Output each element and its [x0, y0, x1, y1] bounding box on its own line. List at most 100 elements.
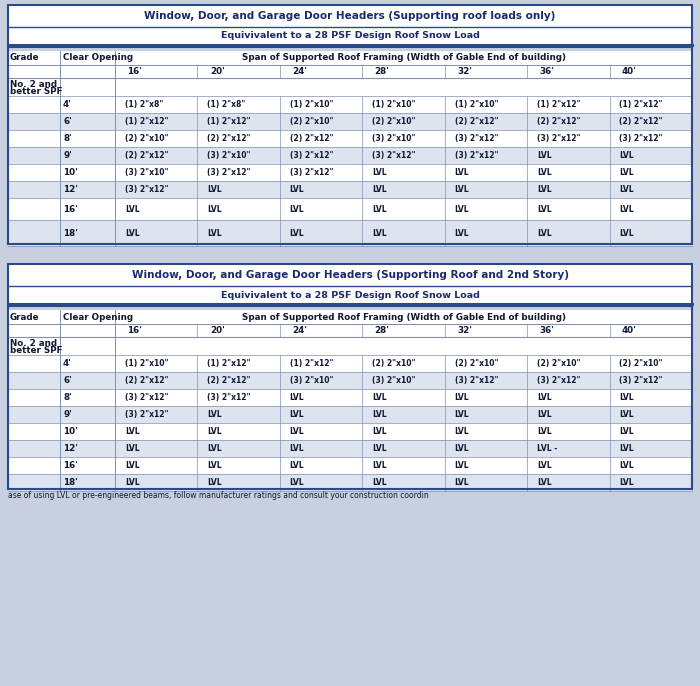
Text: 18': 18': [63, 478, 78, 487]
Text: (2) 2"x12": (2) 2"x12": [454, 117, 498, 126]
Text: LVL: LVL: [454, 168, 469, 177]
Text: 20': 20': [210, 326, 225, 335]
Text: (1) 2"x12": (1) 2"x12": [207, 117, 251, 126]
Text: LVL: LVL: [372, 204, 387, 213]
Text: LVL: LVL: [125, 444, 139, 453]
Text: 24': 24': [292, 326, 307, 335]
Text: (2) 2"x10": (2) 2"x10": [125, 134, 169, 143]
Text: 28': 28': [374, 326, 389, 335]
Bar: [8, 51, 692, 65]
Text: LVL: LVL: [207, 410, 222, 419]
Text: (3) 2"x12": (3) 2"x12": [620, 134, 663, 143]
Text: LVL: LVL: [537, 168, 552, 177]
Text: (2) 2"x10": (2) 2"x10": [620, 359, 663, 368]
Text: Clear Opening: Clear Opening: [63, 313, 133, 322]
Text: 16': 16': [127, 326, 142, 335]
Text: (3) 2"x12": (3) 2"x12": [290, 151, 333, 160]
Text: LVL: LVL: [537, 461, 552, 470]
Bar: [8, 181, 692, 198]
Text: LVL: LVL: [372, 168, 387, 177]
Text: (1) 2"x12": (1) 2"x12": [290, 359, 333, 368]
Text: Span of Supported Roof Framing (Width of Gable End of building): Span of Supported Roof Framing (Width of…: [241, 313, 566, 322]
Text: LVL: LVL: [454, 228, 469, 237]
Text: Window, Door, and Garage Door Headers (Supporting roof loads only): Window, Door, and Garage Door Headers (S…: [144, 11, 556, 21]
Text: (1) 2"x12": (1) 2"x12": [620, 100, 663, 109]
Bar: [8, 130, 692, 147]
Text: (1) 2"x8": (1) 2"x8": [125, 100, 163, 109]
Text: (3) 2"x12": (3) 2"x12": [290, 168, 333, 177]
Text: LVL: LVL: [454, 461, 469, 470]
Bar: [8, 406, 692, 423]
Text: LVL: LVL: [620, 185, 634, 194]
Bar: [8, 264, 692, 286]
Text: 20': 20': [210, 67, 225, 76]
Bar: [8, 164, 692, 181]
Text: LVL: LVL: [290, 393, 304, 402]
Text: 12': 12': [63, 444, 78, 453]
Text: 40': 40': [622, 67, 637, 76]
Text: (3) 2"x12": (3) 2"x12": [454, 151, 498, 160]
Text: (2) 2"x10": (2) 2"x10": [372, 359, 416, 368]
Text: LVL: LVL: [537, 204, 552, 213]
Text: LVL: LVL: [290, 444, 304, 453]
Text: LVL: LVL: [620, 461, 634, 470]
Text: LVL: LVL: [372, 444, 387, 453]
Text: 4': 4': [63, 359, 72, 368]
Text: (3) 2"x12": (3) 2"x12": [207, 168, 251, 177]
Bar: [8, 65, 692, 78]
Text: (1) 2"x10": (1) 2"x10": [290, 100, 333, 109]
Bar: [8, 264, 692, 489]
Text: (3) 2"x12": (3) 2"x12": [454, 134, 498, 143]
Bar: [8, 5, 692, 27]
Text: LVL: LVL: [372, 393, 387, 402]
Text: LVL: LVL: [537, 228, 552, 237]
Text: LVL: LVL: [125, 461, 139, 470]
Bar: [8, 113, 692, 130]
Bar: [8, 310, 692, 324]
Text: (3) 2"x12": (3) 2"x12": [125, 393, 169, 402]
Bar: [8, 27, 692, 45]
Text: LVL: LVL: [454, 393, 469, 402]
Text: 16': 16': [63, 461, 78, 470]
Text: 10': 10': [63, 427, 78, 436]
Text: (3) 2"x10": (3) 2"x10": [372, 376, 416, 385]
Bar: [8, 474, 692, 491]
Text: 18': 18': [63, 228, 78, 237]
Text: LVL: LVL: [125, 478, 139, 487]
Text: 36': 36': [540, 326, 554, 335]
Text: 36': 36': [540, 67, 554, 76]
Text: (1) 2"x12": (1) 2"x12": [125, 117, 169, 126]
Text: LVL: LVL: [207, 427, 222, 436]
Text: 32': 32': [457, 326, 472, 335]
Text: (3) 2"x12": (3) 2"x12": [537, 376, 580, 385]
Bar: [8, 220, 692, 246]
Text: LVL: LVL: [207, 444, 222, 453]
Text: (1) 2"x8": (1) 2"x8": [207, 100, 246, 109]
Text: (3) 2"x12": (3) 2"x12": [537, 134, 580, 143]
Text: LVL: LVL: [454, 185, 469, 194]
Text: 8': 8': [63, 393, 71, 402]
Bar: [8, 5, 692, 244]
Text: LVL: LVL: [372, 185, 387, 194]
Text: (2) 2"x12": (2) 2"x12": [125, 151, 169, 160]
Text: (3) 2"x10": (3) 2"x10": [207, 151, 251, 160]
Text: (2) 2"x12": (2) 2"x12": [207, 376, 251, 385]
Text: LVL: LVL: [207, 478, 222, 487]
Bar: [8, 423, 692, 440]
Text: LVL: LVL: [537, 427, 552, 436]
Text: (2) 2"x10": (2) 2"x10": [537, 359, 580, 368]
Bar: [8, 96, 692, 113]
Bar: [8, 47, 692, 51]
Text: LVL: LVL: [454, 478, 469, 487]
Text: (1) 2"x12": (1) 2"x12": [537, 100, 580, 109]
Bar: [8, 324, 692, 337]
Bar: [8, 355, 692, 372]
Text: 9': 9': [63, 410, 72, 419]
Text: 6': 6': [63, 376, 72, 385]
Text: LVL: LVL: [372, 410, 387, 419]
Text: (3) 2"x12": (3) 2"x12": [125, 185, 169, 194]
Text: 16': 16': [127, 67, 142, 76]
Text: LVL: LVL: [207, 461, 222, 470]
Text: LVL: LVL: [620, 478, 634, 487]
Bar: [8, 5, 692, 244]
